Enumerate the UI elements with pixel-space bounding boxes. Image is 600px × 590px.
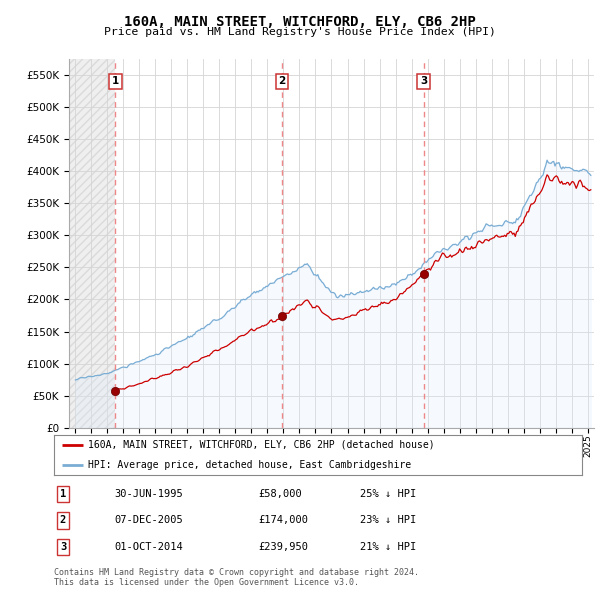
Text: 23% ↓ HPI: 23% ↓ HPI	[360, 516, 416, 525]
Text: 1: 1	[112, 77, 119, 87]
Text: 3: 3	[420, 77, 427, 87]
Text: 25% ↓ HPI: 25% ↓ HPI	[360, 489, 416, 499]
Text: 160A, MAIN STREET, WITCHFORD, ELY, CB6 2HP (detached house): 160A, MAIN STREET, WITCHFORD, ELY, CB6 2…	[88, 440, 435, 450]
Text: 3: 3	[60, 542, 66, 552]
Text: Price paid vs. HM Land Registry's House Price Index (HPI): Price paid vs. HM Land Registry's House …	[104, 27, 496, 37]
Text: Contains HM Land Registry data © Crown copyright and database right 2024.: Contains HM Land Registry data © Crown c…	[54, 568, 419, 576]
Text: 21% ↓ HPI: 21% ↓ HPI	[360, 542, 416, 552]
Text: 30-JUN-1995: 30-JUN-1995	[114, 489, 183, 499]
Text: £239,950: £239,950	[258, 542, 308, 552]
Text: £58,000: £58,000	[258, 489, 302, 499]
Text: This data is licensed under the Open Government Licence v3.0.: This data is licensed under the Open Gov…	[54, 578, 359, 587]
Text: HPI: Average price, detached house, East Cambridgeshire: HPI: Average price, detached house, East…	[88, 460, 412, 470]
Text: £174,000: £174,000	[258, 516, 308, 525]
Text: 01-OCT-2014: 01-OCT-2014	[114, 542, 183, 552]
Text: 160A, MAIN STREET, WITCHFORD, ELY, CB6 2HP: 160A, MAIN STREET, WITCHFORD, ELY, CB6 2…	[124, 15, 476, 29]
Text: 1: 1	[60, 489, 66, 499]
Text: 2: 2	[278, 77, 286, 87]
Text: 07-DEC-2005: 07-DEC-2005	[114, 516, 183, 525]
Bar	[69, 59, 115, 428]
Text: 2: 2	[60, 516, 66, 525]
